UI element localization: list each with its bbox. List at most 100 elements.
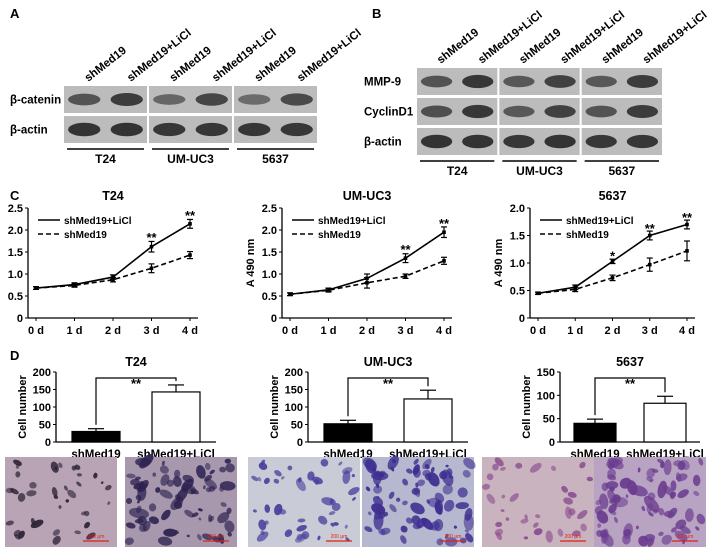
blot-lane-label: shMed19+LiCl (295, 27, 364, 84)
significance-marker: ** (383, 376, 394, 391)
cell (93, 472, 98, 479)
cell (402, 500, 408, 506)
blot-band (238, 122, 271, 137)
blot-row-label: MMP-9 (364, 77, 401, 89)
cell (344, 524, 348, 529)
cell (486, 473, 494, 481)
cell (595, 499, 602, 506)
x-tick-label: 0 d (28, 325, 44, 337)
cell (492, 463, 499, 471)
cell (453, 525, 457, 529)
blot-group-label: UM-UC3 (516, 164, 563, 178)
micrograph-row: 200 μm 200 μm 200 μm 200 μm 200 μm 200 μm (5, 454, 706, 547)
cell (658, 508, 665, 516)
cell (379, 470, 386, 476)
legend-label: shMed19+LiCl (566, 216, 634, 227)
cell (641, 505, 646, 512)
cell (135, 457, 151, 467)
cell (135, 494, 142, 501)
cell (515, 462, 523, 469)
western-blot-a: shMed19shMed19+LiClshMed19shMed19+LiClsh… (10, 27, 364, 166)
cell (405, 517, 413, 524)
blot-band (544, 134, 576, 149)
blot-group-label: 5637 (608, 164, 635, 178)
cell (124, 537, 134, 545)
x-tick-label: 0 d (282, 325, 298, 337)
cell (455, 502, 469, 510)
blot-lane-label: shMed19 (83, 45, 129, 85)
cell (365, 486, 371, 492)
blot-band (420, 105, 453, 118)
series-line (289, 260, 445, 296)
cell (626, 480, 638, 496)
y-tick-label: 1.5 (8, 247, 23, 259)
cell (400, 535, 407, 544)
cell (63, 485, 68, 491)
western-blot-b: shMed19shMed19+LiClshMed19shMed19+LiClsh… (364, 9, 709, 178)
cell (5, 520, 14, 526)
x-tick-label: 3 d (642, 325, 658, 337)
cell (331, 502, 341, 511)
bar (573, 422, 617, 443)
cell (465, 533, 474, 543)
cell (505, 517, 510, 521)
cell (274, 470, 282, 477)
cell (225, 463, 235, 473)
cell (586, 476, 593, 482)
x-tick-label: 2 d (105, 325, 121, 337)
blot-lane-label: shMed19+LiCl (641, 9, 709, 66)
cell (663, 510, 675, 517)
blot-band (110, 93, 143, 106)
scale-bar-label: 200 μm (445, 534, 462, 540)
cell (643, 495, 660, 513)
cell (696, 513, 706, 525)
cell (125, 497, 133, 504)
cell (128, 507, 149, 519)
cell (172, 476, 182, 487)
cell (679, 525, 691, 535)
cell (130, 478, 140, 486)
cell (524, 514, 528, 520)
data-point (149, 266, 154, 271)
blot-band (280, 93, 313, 106)
cell (378, 528, 386, 536)
blot-band (626, 105, 659, 118)
blot-row-label: β-catenin (10, 95, 61, 107)
cell (486, 493, 496, 504)
data-point (72, 283, 77, 288)
y-tick-label: 50 (291, 420, 303, 432)
cell (204, 462, 211, 471)
cell (500, 509, 505, 512)
cell (445, 464, 449, 468)
cell (557, 528, 564, 537)
y-tick-label: 150 (537, 367, 555, 379)
cell (613, 516, 618, 523)
cell (155, 487, 161, 493)
cell (599, 493, 609, 510)
cell (251, 475, 259, 482)
cell (297, 477, 302, 483)
cell (373, 485, 383, 494)
x-tick-label: 4 d (182, 325, 198, 337)
blot-band (420, 134, 453, 149)
cell (227, 531, 232, 537)
significance-marker: ** (645, 221, 656, 236)
y-tick-label: 0 (297, 437, 303, 449)
cell (273, 478, 280, 484)
x-tick-label: 4 d (436, 325, 452, 337)
y-axis-label: Cell number (17, 375, 29, 439)
legend-label: shMed19 (64, 230, 107, 241)
chart-title: 5637 (599, 189, 627, 203)
blot-band (462, 134, 494, 149)
cell (623, 523, 633, 539)
cell (390, 466, 395, 472)
cell (81, 511, 87, 516)
x-tick-label: 3 d (144, 325, 160, 337)
y-tick-label: 2.5 (262, 203, 277, 215)
y-axis-label: A 490 nm (245, 239, 257, 288)
cell (217, 512, 230, 524)
data-point (403, 274, 408, 278)
chart-title: UM-UC3 (343, 189, 392, 203)
panel-letter-d: D (10, 348, 19, 363)
